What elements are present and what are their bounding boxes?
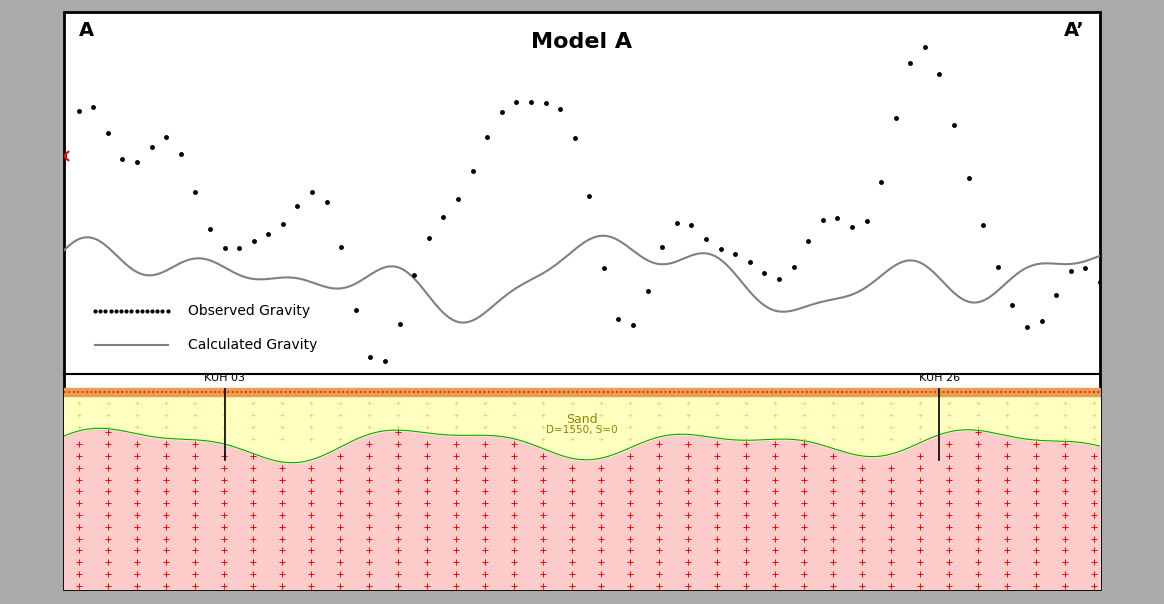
Calculated Gravity	[61, 243, 74, 251]
Text: Calculated Gravity: Calculated Gravity	[189, 338, 318, 352]
Calculated Gravity	[455, 319, 469, 326]
Text: Sand: Sand	[566, 413, 598, 426]
Observed Gravity	[1093, 278, 1107, 285]
Calculated Gravity	[1003, 276, 1017, 283]
Calculated Gravity	[1093, 252, 1107, 259]
Observed Gravity	[772, 275, 786, 283]
Text: KUH 26: KUH 26	[918, 373, 960, 383]
Calculated Gravity	[677, 255, 691, 262]
Calculated Gravity	[681, 253, 695, 260]
Observed Gravity	[1035, 318, 1049, 325]
Text: Observed Gravity: Observed Gravity	[189, 304, 311, 318]
Text: A: A	[79, 21, 94, 40]
Text: D=1550, S=0: D=1550, S=0	[546, 425, 618, 435]
Text: A’: A’	[1064, 21, 1085, 40]
Observed Gravity	[57, 152, 71, 159]
Calculated Gravity	[597, 232, 611, 239]
Calculated Gravity	[57, 246, 71, 254]
Line: Calculated Gravity: Calculated Gravity	[64, 236, 1100, 323]
Observed Gravity	[203, 225, 217, 233]
Observed Gravity	[655, 243, 669, 251]
Calculated Gravity	[698, 249, 712, 257]
Observed Gravity	[421, 234, 435, 241]
Observed Gravity	[729, 251, 743, 258]
FancyBboxPatch shape	[64, 12, 1100, 589]
Text: Model A: Model A	[532, 32, 632, 52]
Calculated Gravity	[937, 279, 951, 286]
Observed Gravity	[918, 43, 932, 51]
Line: Observed Gravity: Observed Gravity	[61, 43, 1103, 364]
Text: KUH 03: KUH 03	[204, 373, 246, 383]
Observed Gravity	[378, 357, 392, 364]
